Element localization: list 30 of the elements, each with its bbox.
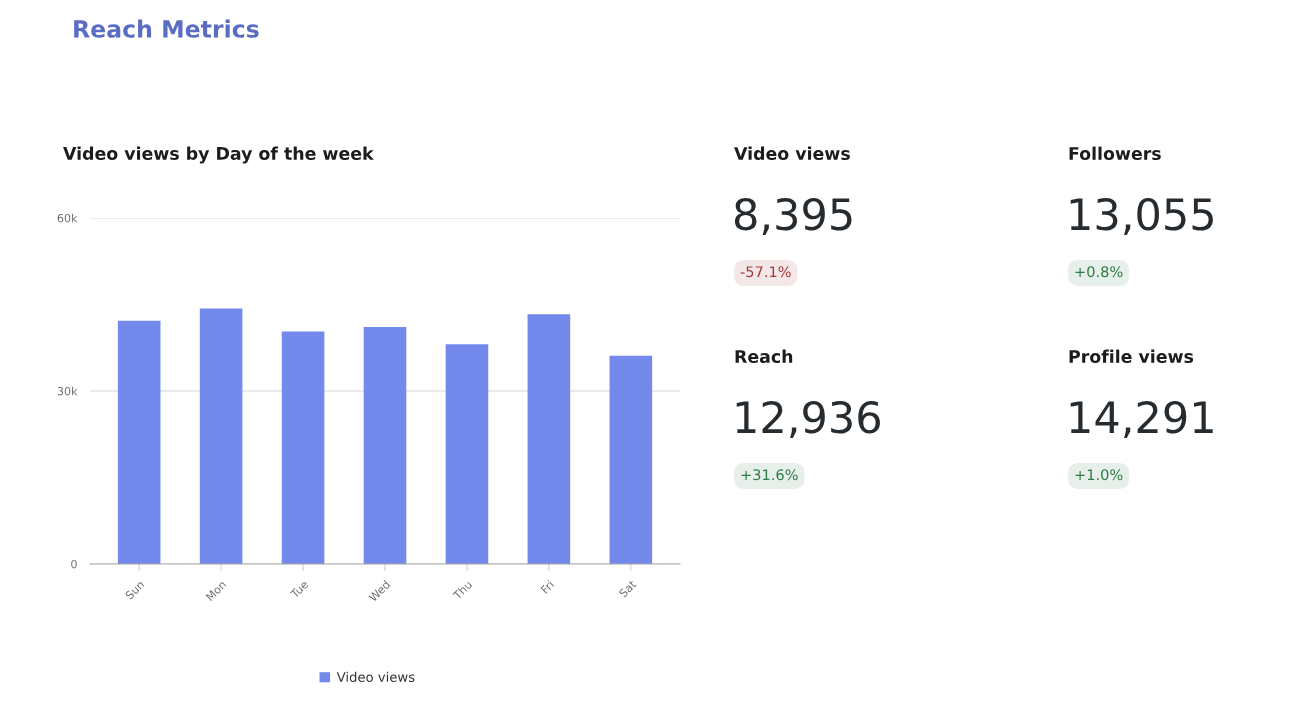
bar — [281, 331, 325, 564]
x-tick-label: Fri — [540, 580, 555, 594]
y-tick-label: 30k — [57, 386, 78, 396]
x-tick-label: Sat — [618, 579, 637, 598]
y-tick-label: 0 — [71, 559, 77, 569]
x-tick-label: Tue — [289, 579, 309, 599]
bar — [445, 344, 489, 564]
x-tick-label: Thu — [452, 579, 473, 601]
text: Video views — [734, 146, 850, 161]
bar — [609, 355, 653, 564]
y-tick-label: 60k — [57, 213, 78, 223]
bar — [199, 308, 243, 564]
text: 12,936 — [736, 400, 880, 438]
text: Profile views — [1069, 349, 1194, 364]
chart-title: Reach Metrics — [74, 19, 259, 38]
text: Followers — [1069, 146, 1161, 161]
text: 8,395 — [734, 197, 852, 235]
text: +0.8% — [1075, 266, 1123, 278]
bar — [363, 326, 407, 564]
x-tick-label: Sun — [124, 580, 145, 600]
chart-subtitle: Video views by Day of the week — [63, 146, 374, 164]
text: +31.6% — [741, 469, 798, 481]
bar — [117, 320, 161, 564]
bar — [527, 314, 571, 564]
text: 14,291 — [1070, 400, 1213, 438]
legend-label: Video views — [336, 671, 415, 683]
text: +1.0% — [1075, 469, 1123, 481]
text: 13,055 — [1070, 197, 1213, 235]
text: Reach — [735, 349, 793, 364]
text: -57.1% — [740, 266, 791, 278]
